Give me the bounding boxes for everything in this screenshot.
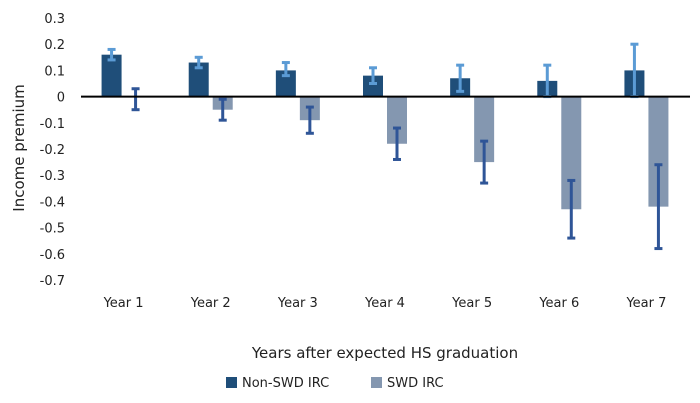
bar-swd <box>648 96 669 207</box>
y-tick-label: -0.4 <box>40 195 65 210</box>
y-axis-title: Income premium <box>10 84 28 211</box>
x-tick-label: Year 7 <box>625 296 666 311</box>
y-tick-label: 0 <box>57 91 65 106</box>
bar-swd <box>561 96 582 210</box>
x-tick-label: Year 2 <box>190 296 231 311</box>
y-tick-label: -0.1 <box>40 117 65 132</box>
bar-non-swd <box>363 75 383 97</box>
y-tick-label: -0.7 <box>40 274 65 289</box>
x-tick-label: Year 3 <box>277 296 318 311</box>
x-tick-label: Year 5 <box>451 296 492 311</box>
y-tick-label: -0.2 <box>40 143 65 158</box>
legend-label-swd: SWD IRC <box>387 376 444 391</box>
y-axis-ticks: 0.3 0.2 0.1 0 -0.1 -0.2 -0.3 -0.4 -0.5 -0.6 -0.7 <box>40 12 65 289</box>
y-tick-label: -0.5 <box>40 222 65 237</box>
bars-layer <box>101 54 669 210</box>
bar-non-swd <box>188 62 209 97</box>
legend: Non-SWD IRC SWD IRC <box>226 376 444 391</box>
x-axis-title: Years after expected HS graduation <box>251 344 518 362</box>
y-tick-label: -0.3 <box>40 169 65 184</box>
bar-non-swd <box>275 70 296 97</box>
y-tick-label: 0.1 <box>44 64 65 79</box>
legend-swatch-non-swd <box>226 377 237 388</box>
x-tick-label: Year 1 <box>103 296 144 311</box>
legend-swatch-swd <box>371 377 382 388</box>
x-tick-label: Year 6 <box>538 296 579 311</box>
y-tick-label: 0.2 <box>44 38 65 53</box>
bar-non-swd <box>101 54 122 97</box>
legend-label-non-swd: Non-SWD IRC <box>242 376 329 391</box>
x-tick-label: Year 4 <box>364 296 405 311</box>
y-tick-label: -0.6 <box>40 248 65 263</box>
y-tick-label: 0.3 <box>44 12 65 27</box>
bar-swd <box>474 96 495 163</box>
bar-swd <box>387 96 407 144</box>
x-axis-ticks: Year 1 Year 2 Year 3 Year 4 Year 5 Year 6 Year… <box>103 296 667 311</box>
